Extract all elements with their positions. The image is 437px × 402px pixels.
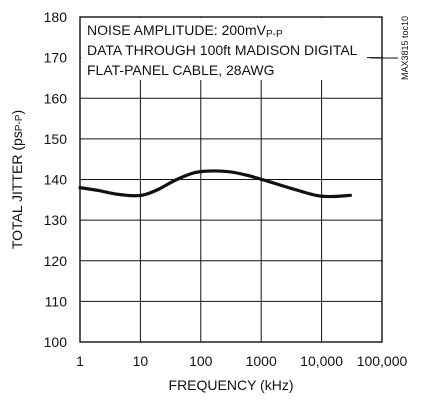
y-tick-label: 150 [44,131,68,147]
x-axis-title: FREQUENCY (kHz) [169,377,294,393]
x-tick-label: 10 [133,353,149,369]
annotation-background [81,18,367,80]
y-tick-label: 160 [44,90,68,106]
series-line-total-jitter [78,169,353,199]
x-tick-labels: 1 10 100 1000 10,000 100,000 [76,353,407,369]
annotation-text: NOISE AMPLITUDE: 200mV [87,22,267,38]
y-axis-title-sub: P-P [14,114,25,131]
x-tick-label: 100 [189,353,213,369]
y-axis-title-end: ) [9,110,25,115]
annotation-line: DATA THROUGH 100ft MADISON DIGITAL [87,42,358,58]
y-tick-label: 170 [44,50,68,66]
y-axis-title: TOTAL JITTER (psP-P) [9,110,25,249]
y-tick-label: 130 [44,212,68,228]
y-tick-labels: 100 110 120 130 140 150 160 170 180 [44,9,68,350]
x-tick-label: 10,000 [300,353,343,369]
x-tick-label: 1 [76,353,84,369]
y-tick-label: 100 [44,334,68,350]
annotation-text: FLAT-PANEL CABLE, 28AWG [87,62,275,78]
x-tick-label: 100,000 [357,353,408,369]
y-tick-label: 110 [45,293,68,309]
plot-frame [79,16,383,343]
y-axis-title-main: TOTAL JITTER (ps [9,131,25,249]
annotation-line: NOISE AMPLITUDE: 200mVP-P [87,22,283,40]
annotation-subscript: P-P [266,29,283,40]
annotation-line: FLAT-PANEL CABLE, 28AWG [87,62,275,78]
annotation-text: DATA THROUGH 100ft MADISON DIGITAL [87,42,358,58]
x-tick-label: 1000 [246,353,277,369]
y-tick-label: 120 [44,253,68,269]
y-tick-label: 180 [44,9,68,25]
annotation-block: NOISE AMPLITUDE: 200mVP-P DATA THROUGH 10… [87,22,358,78]
figure-id-label: MAX3815 toc10 [400,16,410,80]
y-tick-label: 140 [44,172,68,188]
